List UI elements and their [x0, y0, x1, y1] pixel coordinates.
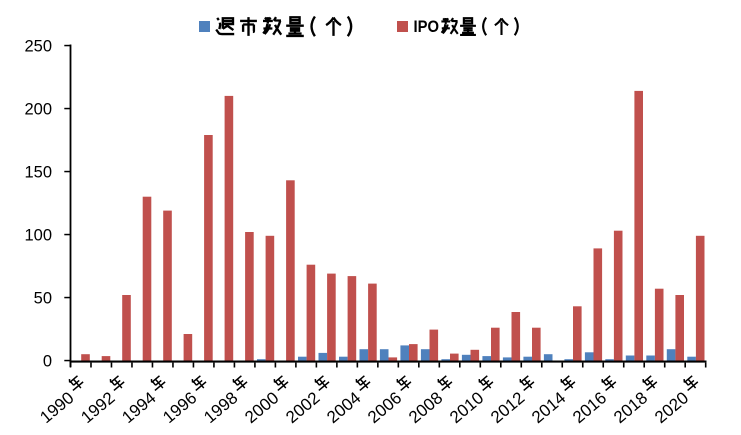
svg-text:150: 150	[24, 163, 52, 181]
svg-text:200: 200	[24, 100, 52, 118]
svg-text:50: 50	[34, 289, 52, 307]
svg-text:0: 0	[43, 352, 52, 370]
svg-text:250: 250	[24, 37, 52, 55]
svg-text:100: 100	[24, 226, 52, 244]
svg-text:IPO: IPO	[414, 17, 440, 36]
